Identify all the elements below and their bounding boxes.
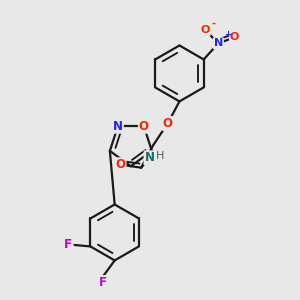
Text: O: O — [163, 117, 173, 130]
Text: F: F — [64, 238, 72, 251]
Text: O: O — [116, 158, 126, 171]
Text: -: - — [212, 19, 216, 28]
Text: N: N — [145, 151, 154, 164]
Text: F: F — [99, 276, 107, 289]
Text: H: H — [156, 152, 164, 161]
Text: N: N — [214, 38, 223, 48]
Text: N: N — [113, 120, 123, 133]
Text: O: O — [200, 25, 210, 35]
Text: +: + — [224, 30, 231, 39]
Text: O: O — [230, 32, 239, 42]
Text: O: O — [139, 120, 149, 133]
